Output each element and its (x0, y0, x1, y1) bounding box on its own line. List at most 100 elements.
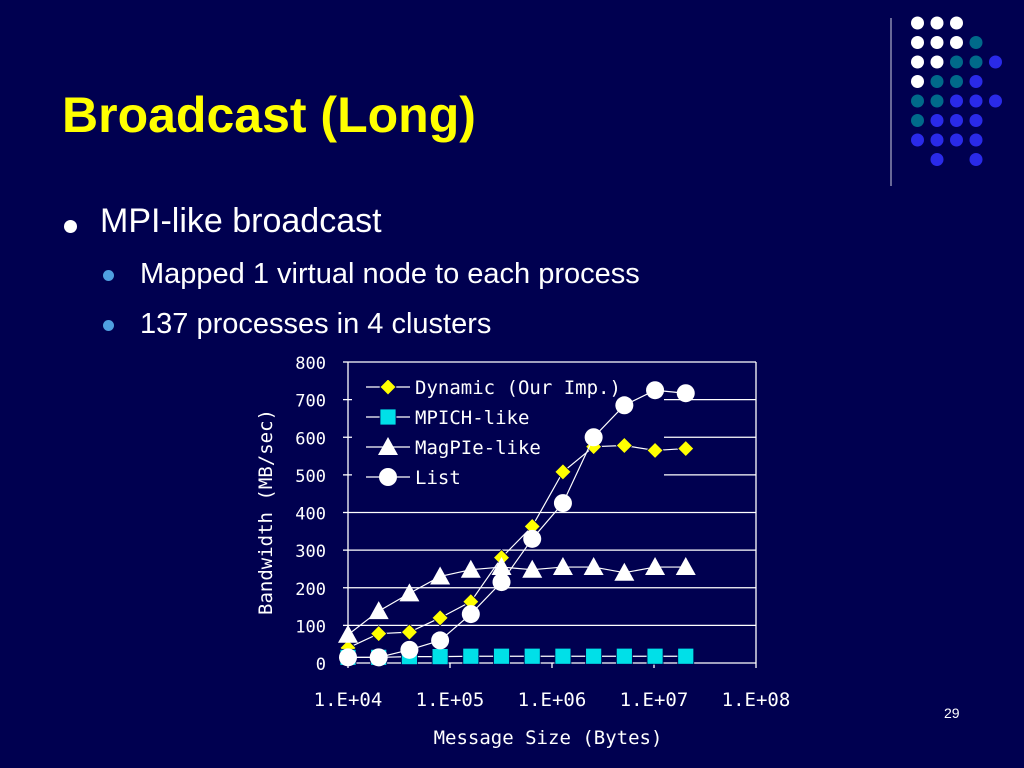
data-point (646, 647, 664, 665)
decorative-dot (930, 75, 944, 88)
page-number: 29 (944, 705, 960, 721)
decorative-dot (950, 133, 963, 147)
data-point (675, 557, 696, 576)
decorative-dot (950, 55, 963, 69)
bullet-level2: 137 processes in 4 clusters (140, 308, 492, 340)
data-point (338, 624, 358, 643)
legend-label: MPICH-like (415, 407, 529, 429)
series-3 (339, 381, 695, 667)
decorative-dot (969, 75, 983, 88)
decorative-dot (989, 55, 1002, 69)
decorative-dot (950, 94, 963, 108)
decorative-dot (911, 55, 924, 69)
x-tick-label: 1.E+07 (620, 689, 689, 711)
data-point (370, 625, 388, 643)
decorative-dot (911, 16, 924, 30)
decorative-dot (930, 133, 944, 147)
decorative-dot (930, 114, 944, 127)
decorative-dot (930, 36, 944, 49)
data-point (493, 647, 510, 665)
decorative-dot (969, 55, 983, 69)
legend-background (352, 370, 664, 496)
data-point (461, 605, 480, 624)
decorative-dot (950, 75, 963, 88)
data-point (400, 640, 419, 659)
legend-marker (378, 437, 398, 455)
data-point (523, 647, 541, 665)
data-point (677, 439, 695, 458)
decorative-dot (969, 133, 983, 147)
y-tick-label: 300 (295, 542, 326, 562)
data-point (431, 631, 450, 650)
decorative-dot-pattern (890, 16, 1002, 186)
data-point (399, 583, 420, 602)
data-point (646, 441, 664, 459)
data-point (553, 494, 572, 513)
decorative-dot (911, 75, 924, 88)
data-point (584, 428, 603, 447)
data-point (523, 529, 542, 548)
data-point (554, 463, 572, 481)
decorative-dot (911, 94, 924, 108)
series-2 (338, 557, 696, 643)
data-point (492, 573, 511, 592)
bullet-dot-icon (64, 220, 77, 233)
legend-label: Dynamic (Our Imp.) (415, 377, 621, 399)
data-point (646, 381, 665, 400)
data-point (554, 647, 572, 665)
data-point (615, 436, 633, 455)
data-point (368, 601, 389, 620)
y-tick-label: 500 (295, 467, 326, 487)
decorative-dot (969, 153, 983, 166)
bullet-level1: MPI-like broadcast (100, 202, 382, 240)
y-tick-label: 0 (316, 655, 326, 675)
x-tick-label: 1.E+06 (518, 689, 587, 711)
x-tick-label: 1.E+05 (416, 689, 485, 711)
bullet-dot-icon (103, 320, 114, 331)
data-point (460, 559, 481, 578)
decorative-dot (930, 94, 944, 108)
decorative-dot (950, 114, 963, 127)
decorative-dot (930, 55, 944, 69)
bullet-dot-icon (103, 270, 114, 281)
decorative-dot (930, 16, 944, 30)
decorative-dot (930, 153, 944, 166)
y-tick-label: 100 (295, 617, 326, 637)
y-axis-label: Bandwidth (MB/sec) (255, 409, 277, 615)
data-point (677, 647, 695, 665)
data-point (585, 647, 603, 665)
decorative-dot (969, 94, 983, 108)
data-point (645, 557, 666, 576)
data-point (339, 648, 357, 667)
y-tick-label: 400 (295, 505, 326, 525)
data-point (462, 647, 480, 665)
legend-label: List (415, 467, 461, 489)
data-point (676, 384, 695, 403)
y-tick-label: 700 (295, 392, 326, 412)
x-axis-label: Message Size (Bytes) (434, 727, 663, 749)
data-point (430, 566, 451, 585)
decorative-dot (911, 36, 924, 49)
decorative-dot (969, 114, 983, 127)
y-tick-label: 600 (295, 429, 326, 449)
data-point (614, 562, 635, 581)
data-point (369, 648, 388, 667)
decorative-dot (911, 133, 924, 147)
x-tick-label: 1.E+04 (314, 689, 383, 711)
decorative-dot (911, 114, 924, 127)
data-point (400, 623, 418, 641)
data-point (615, 396, 634, 415)
data-point (552, 557, 573, 576)
y-tick-label: 800 (295, 354, 326, 374)
slide-title: Broadcast (Long) (62, 87, 476, 143)
data-point (491, 557, 512, 576)
y-tick-label: 200 (295, 580, 326, 600)
series-line (348, 655, 686, 658)
data-point (522, 559, 543, 578)
legend-marker (379, 378, 397, 396)
decorative-dot (989, 94, 1002, 108)
series-line (347, 566, 686, 636)
data-point (431, 609, 449, 627)
legend-marker (379, 468, 397, 486)
